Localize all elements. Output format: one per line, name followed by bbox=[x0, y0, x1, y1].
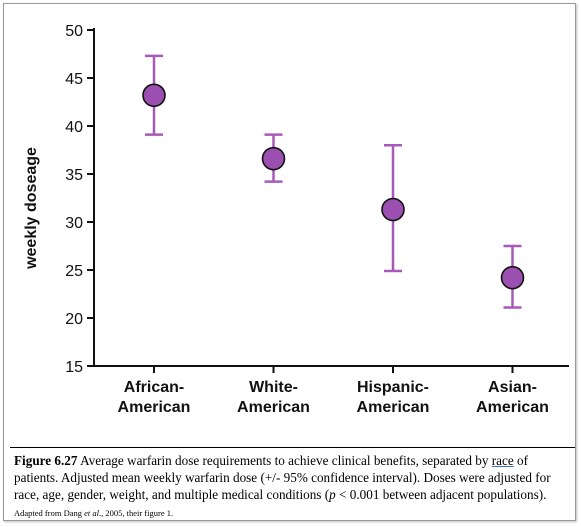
caption-text-1: Average warfarin dose requirements to ac… bbox=[77, 453, 492, 468]
data-point-2 bbox=[381, 197, 405, 222]
axes bbox=[93, 28, 569, 367]
y-tick-label-25: 25 bbox=[65, 263, 83, 280]
y-tick-label-15: 15 bbox=[65, 359, 83, 376]
y-tick-label-50: 50 bbox=[65, 23, 83, 40]
figure-frame: 15 20 25 30 35 40 45 50 African- American White- A… bbox=[3, 3, 576, 521]
caption-source: Adapted from Dang et al., 2005, their fi… bbox=[14, 508, 173, 518]
data-points bbox=[142, 54, 525, 309]
y-axis-title: weekly doseage bbox=[23, 147, 40, 270]
x-tick-label-3-0: Asian- bbox=[488, 379, 537, 396]
y-tick-label-45: 45 bbox=[65, 71, 83, 88]
y-tick-label-35: 35 bbox=[65, 167, 83, 184]
caption-source-suffix: ., 2005, their figure 1. bbox=[98, 508, 174, 518]
x-tick-label-2-0: Hispanic- bbox=[357, 379, 429, 396]
caption-source-etal: et al bbox=[84, 508, 99, 518]
category-labels: African- American White- American Hispanic- A… bbox=[118, 366, 549, 416]
caption-text-3: < 0.001 between adjacent populations). bbox=[335, 487, 547, 502]
caption-text-2: of patients. Adjusted mean weekly warfar… bbox=[14, 453, 551, 502]
caption-p-symbol: p bbox=[329, 487, 336, 502]
y-ticks: 15 20 25 30 35 40 45 50 bbox=[65, 23, 94, 376]
caption-source-prefix: Adapted from Dang bbox=[14, 508, 85, 518]
figure-caption: Figure 6.27 Average warfarin dose requir… bbox=[10, 447, 575, 523]
x-tick-label-1-0: White- bbox=[249, 379, 298, 396]
x-tick-label-2-1: American bbox=[357, 399, 430, 416]
data-point-3 bbox=[500, 265, 525, 290]
data-point-0 bbox=[142, 83, 166, 108]
y-tick-label-40: 40 bbox=[65, 119, 83, 136]
caption-figure-label: Figure 6.27 bbox=[14, 453, 78, 468]
x-tick-label-1-1: American bbox=[237, 399, 310, 416]
y-tick-label-20: 20 bbox=[65, 311, 83, 328]
x-tick-label-0-0: African- bbox=[124, 379, 184, 396]
data-point-1 bbox=[261, 146, 286, 171]
y-tick-label-30: 30 bbox=[65, 215, 83, 232]
x-tick-label-0-1: American bbox=[118, 399, 191, 416]
caption-underlined-word: race bbox=[491, 453, 514, 468]
x-tick-label-3-1: American bbox=[476, 399, 549, 416]
